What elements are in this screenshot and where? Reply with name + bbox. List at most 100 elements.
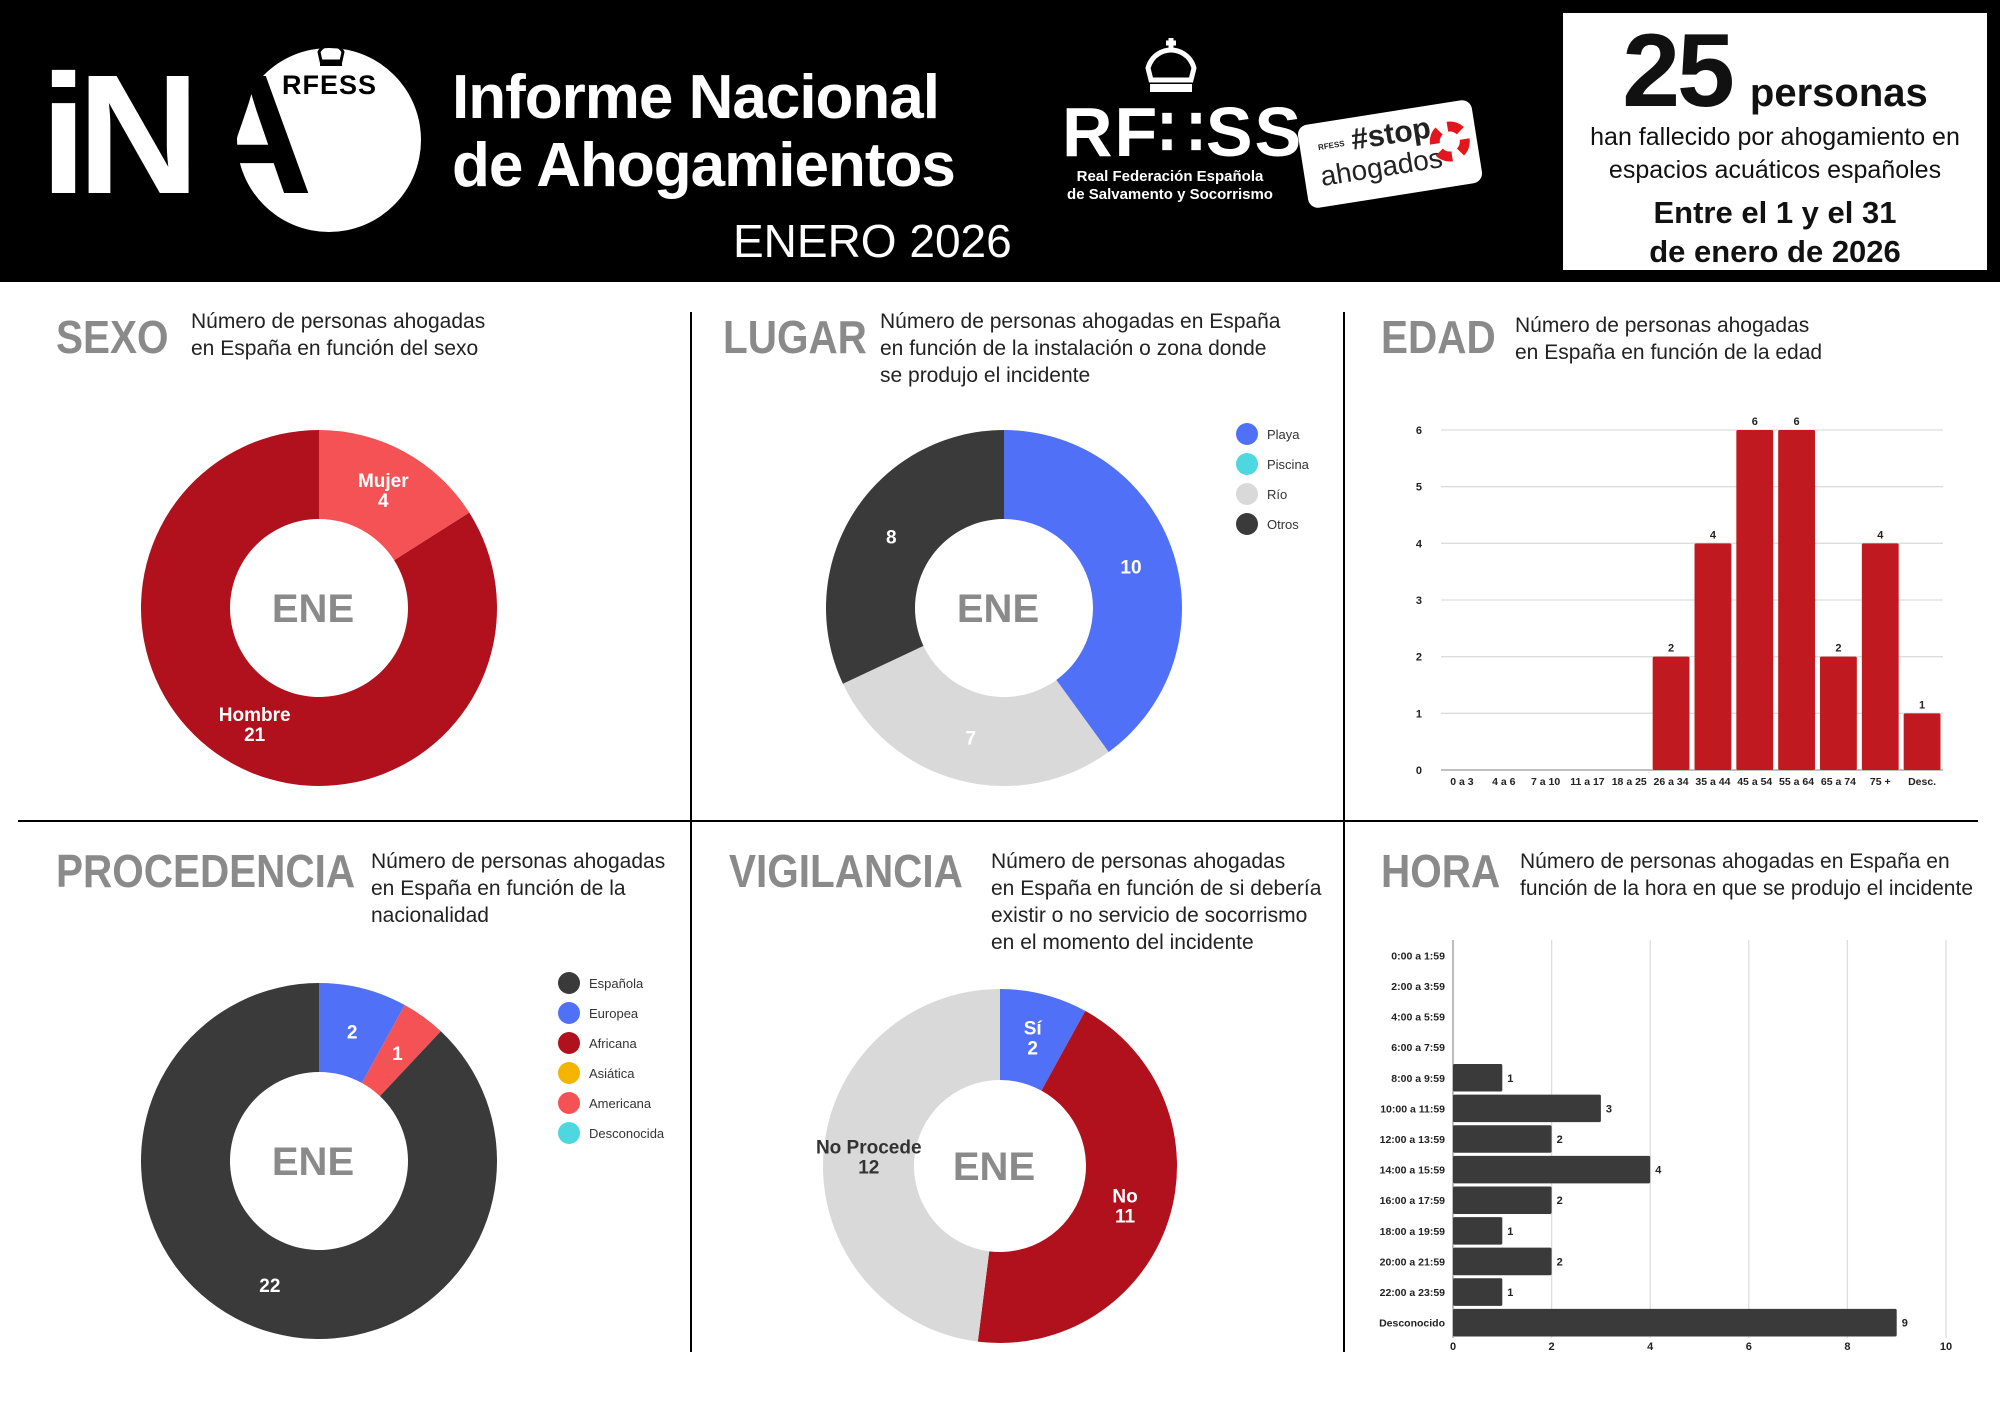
header-banner: iNA RFESS Informe Nacional de Ahogamient… bbox=[0, 0, 2000, 282]
slice-label-value: 4 bbox=[378, 491, 389, 512]
x-tick-label: Desc. bbox=[1908, 776, 1936, 788]
summary-line2: espacios acuáticos españoles bbox=[1608, 156, 1942, 184]
slice-label-name: Sí bbox=[1024, 1019, 1043, 1040]
donut-slice bbox=[141, 983, 498, 1340]
slice-label: 2 bbox=[347, 1023, 358, 1044]
donut-slice bbox=[1004, 430, 1182, 753]
bar-value-label: 6 bbox=[1794, 416, 1800, 428]
legend-swatch bbox=[558, 1002, 580, 1024]
total-count: 25 bbox=[1622, 13, 1735, 129]
x-tick-label: 75 + bbox=[1870, 776, 1891, 788]
y-tick-label: 6:00 a 7:59 bbox=[1391, 1042, 1445, 1054]
section-desc-hora: Número de personas ahogadas en España en… bbox=[1520, 848, 1973, 902]
rfess-crown-icon bbox=[1145, 38, 1197, 92]
bar bbox=[1453, 1278, 1503, 1306]
bar-value-label: 2 bbox=[1557, 1134, 1563, 1146]
donut-chart-procedencia: 2 1 22 ENE Española Europea Africana Asiática Am… bbox=[141, 972, 665, 1340]
y-tick-label: 2:00 a 3:59 bbox=[1391, 981, 1445, 993]
donut-slice bbox=[826, 430, 1004, 684]
x-tick-label: 2 bbox=[1549, 1341, 1555, 1353]
desc-line: existir o no servicio de socorrismo bbox=[991, 904, 1308, 927]
bar bbox=[1453, 1247, 1552, 1276]
logo-circle bbox=[237, 48, 421, 232]
bar bbox=[1903, 713, 1941, 770]
ina-logo-text: iN bbox=[40, 40, 200, 230]
slice-label: Sí 2 bbox=[1024, 1019, 1043, 1060]
legend-label: Desconocida bbox=[589, 1126, 665, 1141]
slice-label: Mujer 4 bbox=[358, 471, 409, 512]
bar bbox=[1694, 543, 1732, 770]
legend-swatch bbox=[558, 972, 580, 994]
y-tick-label: 10:00 a 11:59 bbox=[1380, 1103, 1445, 1115]
logo-badge-text: RFESS bbox=[282, 70, 378, 100]
bar-value-label: 4 bbox=[1710, 529, 1717, 541]
legend-swatch bbox=[1236, 453, 1258, 475]
x-tick-label: 0 bbox=[1450, 1341, 1456, 1353]
donut-center-label: ENE bbox=[957, 587, 1039, 631]
total-unit: personas bbox=[1749, 71, 1928, 115]
summary-range1: Entre el 1 y el 31 bbox=[1653, 195, 1897, 230]
section-title-edad: EDAD bbox=[1381, 311, 1496, 363]
slice-label: No Procede 12 bbox=[816, 1138, 922, 1179]
desc-line: en España en función de la bbox=[371, 877, 626, 900]
x-tick-label: 4 a 6 bbox=[1492, 776, 1516, 788]
report-period: ENERO 2026 bbox=[733, 215, 1012, 267]
rfess-name-line2: de Salvamento y Socorrismo bbox=[1067, 186, 1273, 203]
slice-label: No 11 bbox=[1112, 1187, 1137, 1228]
bar-value-label: 6 bbox=[1752, 416, 1758, 428]
bar bbox=[1453, 1186, 1552, 1215]
donut-slice bbox=[977, 1010, 1177, 1343]
legend-label: Asiática bbox=[589, 1066, 635, 1081]
bar bbox=[1453, 1217, 1503, 1245]
legend-swatch bbox=[558, 1092, 580, 1114]
rfess-name-line1: Real Federación Española bbox=[1076, 168, 1264, 185]
x-tick-label: 8 bbox=[1844, 1341, 1850, 1353]
desc-line: se produjo el incidente bbox=[880, 364, 1091, 387]
vertical-divider-left bbox=[690, 312, 692, 1352]
y-tick-label: 3 bbox=[1416, 595, 1422, 607]
horizontal-divider bbox=[18, 820, 1978, 822]
desc-line: Número de personas ahogadas bbox=[371, 850, 666, 873]
x-tick-label: 35 a 44 bbox=[1695, 776, 1730, 788]
slice-label: 1 bbox=[392, 1044, 403, 1065]
rfess-logo: RF∷SS Real Federación Española de Salvam… bbox=[1062, 38, 1304, 204]
section-desc-vigilancia: Número de personas ahogadas en España en… bbox=[991, 848, 1321, 956]
x-tick-label: 6 bbox=[1746, 1341, 1752, 1353]
legend-label: Piscina bbox=[1267, 457, 1310, 472]
section-desc-edad: Número de personas ahogadas en España en… bbox=[1515, 312, 1822, 366]
legend-label: Otros bbox=[1267, 517, 1299, 532]
slice-label-value: 12 bbox=[858, 1158, 879, 1179]
y-tick-label: 4 bbox=[1416, 538, 1423, 550]
slice-label-name: No bbox=[1112, 1187, 1137, 1208]
x-tick-label: 18 a 25 bbox=[1612, 776, 1647, 788]
slice-label-value: 21 bbox=[244, 725, 266, 746]
section-title-vigilancia: VIGILANCIA bbox=[729, 845, 963, 897]
donut-slice bbox=[823, 989, 1000, 1342]
section-title-procedencia: PROCEDENCIA bbox=[56, 845, 356, 897]
bar-value-label: 2 bbox=[1557, 1256, 1563, 1268]
bar-value-label: 1 bbox=[1507, 1226, 1513, 1238]
y-tick-label: 1 bbox=[1416, 708, 1422, 720]
rfess-logo-text: RF∷SS bbox=[1062, 93, 1304, 171]
y-tick-label: 18:00 a 19:59 bbox=[1380, 1226, 1446, 1238]
desc-line: Número de personas ahogadas bbox=[991, 850, 1286, 873]
desc-line: en España en función de la edad bbox=[1515, 341, 1823, 364]
slice-label: 8 bbox=[886, 527, 897, 548]
bar-value-label: 4 bbox=[1655, 1165, 1662, 1177]
bar-value-label: 4 bbox=[1877, 529, 1884, 541]
bar bbox=[1652, 656, 1690, 770]
slice-label-value: 11 bbox=[1115, 1207, 1136, 1228]
slice-label: 22 bbox=[259, 1276, 280, 1297]
y-tick-label: 4:00 a 5:59 bbox=[1391, 1012, 1445, 1024]
donut-slice bbox=[842, 645, 1109, 786]
donut-slice bbox=[141, 430, 498, 787]
bar-value-label: 2 bbox=[1557, 1195, 1563, 1207]
x-tick-label: 26 a 34 bbox=[1654, 776, 1689, 788]
report-title-line2: de Ahogamientos bbox=[452, 131, 956, 200]
desc-line: función de la hora en que se produjo el … bbox=[1520, 877, 1973, 900]
summary-box: 25 personas han fallecido por ahogamiento… bbox=[1563, 13, 1987, 270]
slice-label-value: 2 bbox=[1027, 1039, 1038, 1060]
donut-slice bbox=[319, 430, 470, 561]
lifebuoy-icon bbox=[1429, 121, 1470, 162]
